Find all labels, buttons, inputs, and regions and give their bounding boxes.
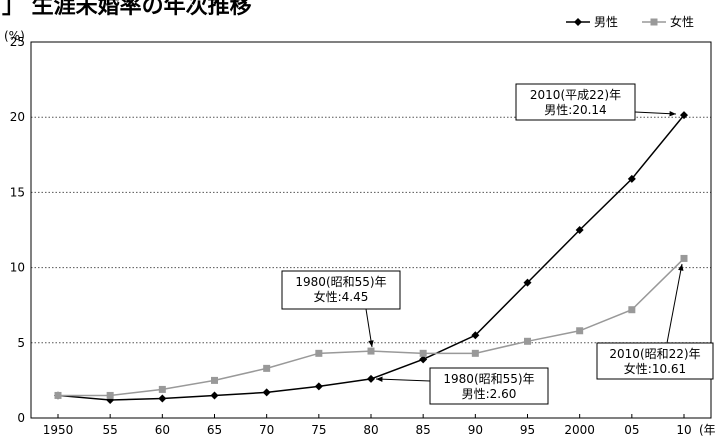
annotation-box bbox=[596, 342, 714, 380]
data-point bbox=[106, 391, 114, 399]
data-point bbox=[367, 347, 375, 355]
annotation-box bbox=[515, 83, 636, 121]
data-point bbox=[262, 388, 271, 397]
data-point bbox=[419, 355, 428, 364]
data-point bbox=[419, 349, 427, 357]
y-tick-label: 0 bbox=[17, 411, 25, 425]
annotation-text: 男性:20.14 bbox=[544, 103, 606, 117]
x-tick-label: 75 bbox=[311, 423, 326, 437]
x-tick-label: 80 bbox=[363, 423, 378, 437]
y-tick-label: 20 bbox=[10, 110, 25, 124]
y-axis-label: (%) bbox=[4, 29, 25, 43]
annotation-leader bbox=[634, 111, 677, 115]
x-tick-label: 65 bbox=[207, 423, 222, 437]
data-point bbox=[523, 278, 532, 287]
annotation-text: 1980(昭和55)年 bbox=[443, 372, 534, 386]
x-tick-label: 2000 bbox=[564, 423, 595, 437]
annotation-arrowhead bbox=[376, 376, 383, 382]
series-line bbox=[57, 114, 685, 401]
data-point bbox=[158, 385, 166, 393]
data-point bbox=[575, 226, 584, 234]
annotation-box bbox=[429, 367, 549, 405]
data-point bbox=[54, 391, 62, 399]
data-point bbox=[524, 337, 531, 345]
data-point bbox=[471, 331, 480, 340]
data-point bbox=[314, 382, 323, 391]
x-tick-label: 10 bbox=[676, 423, 691, 437]
y-tick-label: 15 bbox=[10, 185, 25, 199]
data-point bbox=[680, 111, 688, 120]
data-point bbox=[628, 306, 636, 314]
legend-label: 男性 bbox=[594, 15, 618, 29]
annotation-text: 女性:4.45 bbox=[314, 289, 369, 304]
x-tick-label: 85 bbox=[416, 423, 431, 437]
data-point bbox=[263, 364, 271, 372]
x-tick-label: 1950 bbox=[43, 423, 74, 437]
annotation-arrowhead bbox=[669, 110, 676, 117]
x-tick-label: 95 bbox=[520, 423, 535, 437]
x-tick-label: 55 bbox=[103, 423, 118, 437]
page-title: 」 生涯未婚率の年次推移 bbox=[2, 0, 252, 19]
legend-label: 女性 bbox=[670, 14, 694, 29]
data-point bbox=[627, 174, 636, 183]
annotation-leader bbox=[375, 378, 431, 382]
legend-marker bbox=[650, 18, 658, 26]
x-tick-label: 60 bbox=[155, 423, 170, 437]
annotation-text: 女性:10.61 bbox=[624, 361, 686, 376]
annotation-text: 2010(平成22)年 bbox=[530, 88, 621, 102]
annotation-text: 男性:2.60 bbox=[462, 387, 517, 401]
annotation-arrowhead bbox=[368, 340, 374, 347]
annotation-text: 1980(昭和55)年 bbox=[295, 275, 386, 289]
x-tick-label: 70 bbox=[259, 423, 274, 437]
data-point bbox=[210, 391, 219, 400]
x-axis-label: (年) bbox=[699, 423, 715, 437]
x-tick-label: 90 bbox=[468, 423, 483, 437]
data-point bbox=[471, 349, 479, 357]
y-tick-label: 25 bbox=[10, 35, 25, 49]
annotation-text: 2010(昭和22)年 bbox=[609, 347, 700, 361]
y-tick-label: 10 bbox=[10, 261, 25, 275]
annotation-leader bbox=[666, 263, 683, 344]
data-point bbox=[576, 327, 584, 335]
x-tick-label: 05 bbox=[624, 423, 639, 437]
data-point bbox=[211, 376, 218, 384]
data-point bbox=[680, 254, 688, 262]
y-tick-label: 5 bbox=[17, 336, 25, 350]
annotation-box bbox=[281, 270, 401, 310]
legend-marker bbox=[574, 18, 582, 26]
annotation-arrowhead bbox=[678, 264, 684, 271]
data-point bbox=[367, 374, 375, 383]
data-point bbox=[315, 349, 323, 357]
data-point bbox=[158, 394, 167, 403]
